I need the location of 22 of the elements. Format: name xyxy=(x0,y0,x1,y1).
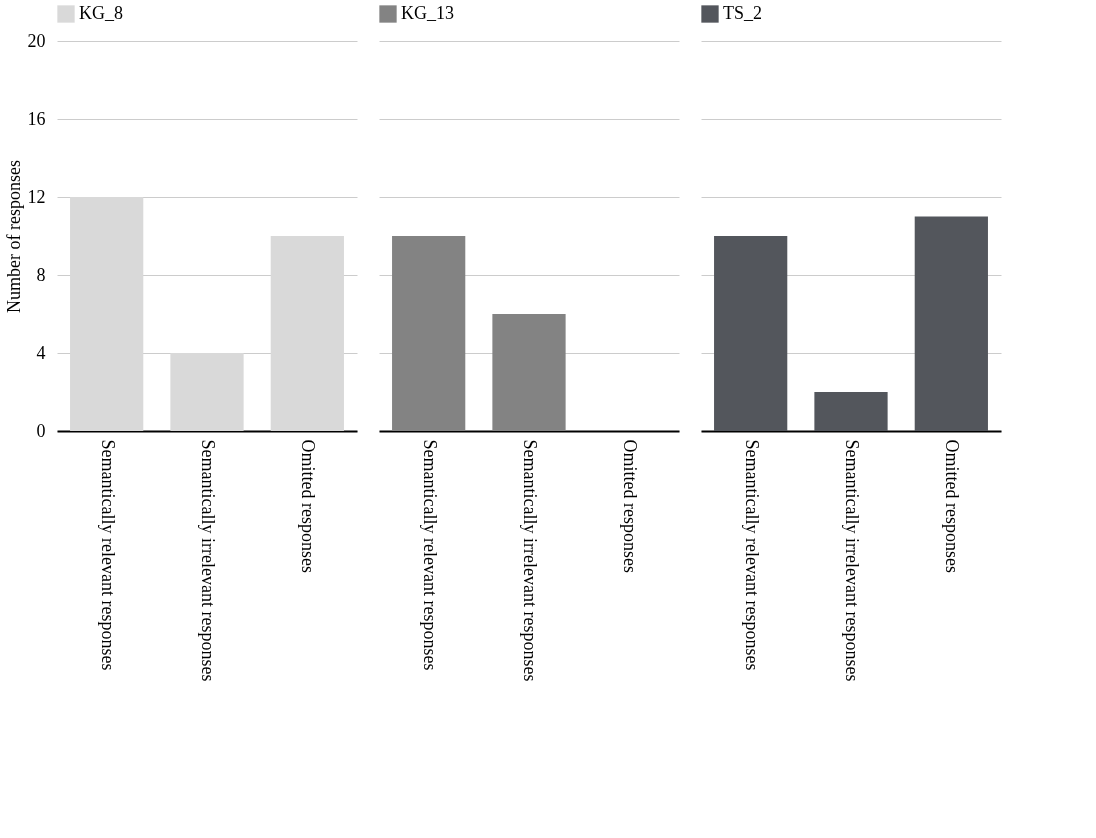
y-axis-title: Number of responses xyxy=(3,160,24,313)
legend-label: KG_13 xyxy=(401,3,454,23)
y-tick-label: 4 xyxy=(36,342,46,363)
x-tick-label: Semantically relevant responses xyxy=(741,439,762,671)
legend-label: KG_8 xyxy=(79,3,123,23)
bar xyxy=(270,236,344,431)
x-tick-label: Semantically relevant responses xyxy=(97,439,118,671)
x-tick-label: Semantically irrelevant responses xyxy=(198,439,218,682)
y-tick-label: 16 xyxy=(27,108,46,129)
x-tick-label: Omitted responses xyxy=(298,439,319,573)
x-tick-label: Omitted responses xyxy=(620,439,641,573)
y-tick-label: 0 xyxy=(36,420,46,441)
bar xyxy=(70,197,144,431)
y-tick-label: 20 xyxy=(27,30,46,51)
x-tick-label: Semantically relevant responses xyxy=(419,439,440,671)
y-tick-label: 8 xyxy=(36,264,46,285)
y-tick-label: 12 xyxy=(27,186,46,207)
bar xyxy=(170,353,244,431)
legend-label: TS_2 xyxy=(723,3,763,23)
x-tick-label: Semantically irrelevant responses xyxy=(520,439,540,682)
x-tick-label: Omitted responses xyxy=(942,439,963,573)
x-tick-label: Semantically irrelevant responses xyxy=(842,439,862,682)
